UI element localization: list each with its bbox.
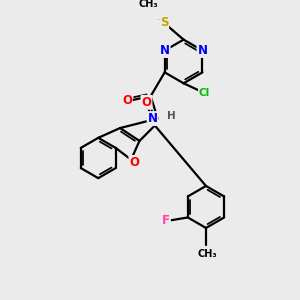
Text: H: H (167, 111, 176, 121)
Text: O: O (129, 156, 140, 169)
Text: O: O (142, 96, 152, 109)
Text: N: N (148, 112, 158, 125)
Text: F: F (162, 214, 170, 227)
Text: N: N (197, 44, 208, 57)
Text: Cl: Cl (199, 88, 210, 98)
Text: O: O (122, 94, 132, 107)
Text: S: S (160, 16, 168, 29)
Text: CH₃: CH₃ (198, 250, 217, 260)
Text: CH₃: CH₃ (139, 0, 158, 9)
Text: N: N (160, 44, 170, 57)
